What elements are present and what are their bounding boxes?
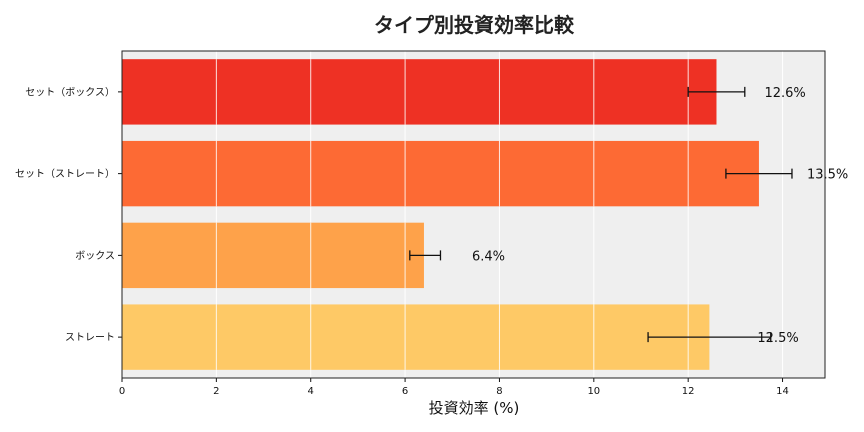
x-tick-label-2: 4: [308, 386, 314, 397]
category-label-3: ストレート: [65, 333, 115, 344]
category-label-2: ボックス: [75, 250, 115, 262]
x-tick-label-7: 14: [776, 386, 789, 397]
x-tick-label-3: 6: [402, 386, 408, 397]
x-tick-label-1: 2: [213, 386, 219, 397]
bar-1: [122, 140, 759, 207]
category-label-1: セット（ストレート）: [15, 168, 115, 180]
value-labels: 12.6% 13.5% 6.4% 12.5%: [472, 86, 848, 346]
bar-0: [122, 59, 717, 125]
plot-frame: [121, 50, 826, 379]
bar-2: [122, 222, 424, 289]
x-tick-label-0: 0: [119, 386, 125, 397]
error-bars: [409, 86, 793, 343]
x-tick-label-5: 10: [587, 386, 600, 397]
x-tick-label-6: 12: [682, 386, 695, 397]
category-label-0: セット（ボックス）: [25, 86, 115, 98]
value-label-3: 12.5%: [757, 331, 798, 346]
bars: [122, 59, 759, 370]
bar-3: [122, 304, 710, 370]
x-tick-label-4: 8: [496, 386, 502, 397]
value-label-1: 13.5%: [807, 168, 848, 183]
x-axis-label: 投資効率 (%): [429, 399, 520, 417]
value-label-0: 12.6%: [764, 86, 805, 101]
value-label-2: 6.4%: [472, 249, 505, 264]
chart-title: タイプ別投資効率比較: [374, 13, 575, 37]
